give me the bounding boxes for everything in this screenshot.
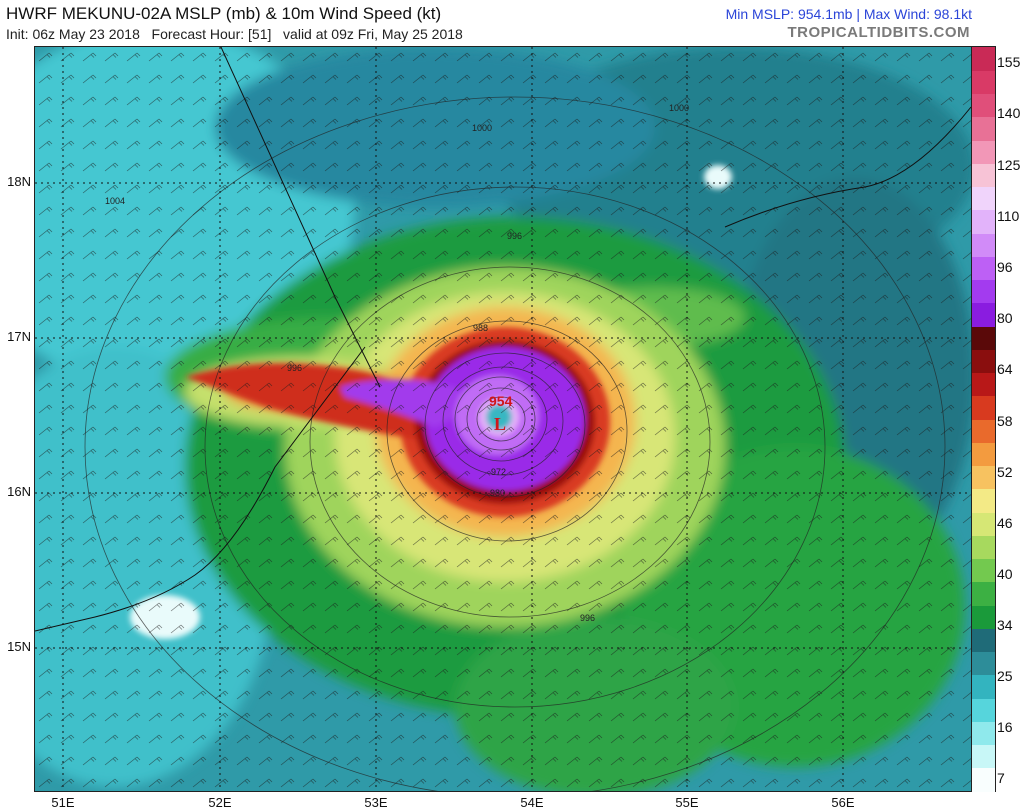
colorbar-tick-label: 155 (997, 54, 1021, 70)
colorbar-swatch (972, 256, 995, 280)
colorbar-swatch (972, 488, 995, 513)
colorbar-swatch (972, 558, 995, 583)
colorbar-tick-label: 34 (997, 617, 1013, 633)
colorbar-swatch (972, 512, 995, 536)
colorbar-swatch (972, 93, 995, 118)
map-title: HWRF MEKUNU-02A MSLP (mb) & 10m Wind Spe… (6, 4, 442, 23)
colorbar-tick-label: 16 (997, 719, 1013, 735)
isobar-label: 996 (287, 363, 302, 373)
colorbar-swatch (972, 116, 995, 141)
colorbar-swatch (972, 605, 995, 629)
isobar-label: 980 (490, 488, 505, 498)
isobar-label: 1004 (105, 196, 125, 206)
colorbar-swatch (972, 372, 995, 397)
colorbar-swatch (972, 186, 995, 211)
isobar-label: 988 (473, 323, 488, 333)
colorbar-swatch (972, 349, 995, 373)
colorbar-swatch (972, 233, 995, 257)
isobars (84, 96, 946, 791)
graticule (35, 47, 971, 791)
init-time: Init: 06z May 23 2018 (6, 26, 140, 42)
lat-label-15n: 15N (7, 639, 31, 654)
lon-label-53e: 53E (364, 795, 388, 810)
lat-label-16n: 16N (7, 484, 31, 499)
colorbar-tick-label: 80 (997, 310, 1013, 326)
isobar-label: 972 (491, 467, 506, 477)
lat-label-17n: 17N (7, 329, 31, 344)
lon-label-56e: 56E (831, 795, 855, 810)
colorbar-tick-label: 52 (997, 464, 1013, 480)
isobar-label: 996 (580, 613, 595, 623)
colorbar-swatch (972, 767, 995, 792)
colorbar-swatch (972, 279, 995, 304)
storm-stats: Min MSLP: 954.1mb | Max Wind: 98.1kt (725, 6, 972, 22)
wind-barbs (35, 47, 971, 791)
colorbar-swatch (972, 47, 995, 71)
colorbar-swatch (972, 698, 995, 722)
colorbar-tick-label: 110 (997, 208, 1020, 224)
forecast-hour: Forecast Hour: [51] (151, 26, 272, 42)
colorbar-swatch (972, 419, 995, 443)
isobar-label: 1000 (472, 123, 492, 133)
lon-label-54e: 54E (520, 795, 544, 810)
header: HWRF MEKUNU-02A MSLP (mb) & 10m Wind Spe… (0, 0, 1024, 46)
colorbar-swatch (972, 744, 995, 769)
colorbar-tick-label: 96 (997, 259, 1013, 275)
coastline (35, 47, 971, 632)
colorbar-swatch (972, 674, 995, 699)
colorbar-swatch (972, 721, 995, 745)
colorbar-swatch (972, 70, 995, 94)
colorbar-swatch (972, 442, 995, 466)
lat-label-18n: 18N (7, 174, 31, 189)
lon-label-51e: 51E (51, 795, 75, 810)
isobar-label-group: 1004 1000 1000 996 996 996 988 972 980 (105, 103, 689, 623)
colorbar-tick-label: 125 (997, 157, 1021, 173)
colorbar-swatch (972, 163, 995, 187)
isobar-label: 1000 (669, 103, 689, 113)
wind-map: 1004 1000 1000 996 996 996 988 972 980 9… (35, 47, 971, 791)
colorbar-tick-label: 25 (997, 668, 1013, 684)
lon-label-55e: 55E (675, 795, 699, 810)
colorbar-swatch (972, 326, 995, 350)
colorbar-tick-label: 64 (997, 361, 1013, 377)
colorbar-tick-label: 58 (997, 413, 1013, 429)
colorbar-swatch (972, 581, 995, 606)
colorbar-tick-label: 40 (997, 566, 1013, 582)
colorbar-swatch (972, 209, 995, 234)
colorbar (971, 46, 996, 792)
lon-label-52e: 52E (208, 795, 232, 810)
min-pressure-label: 954 (489, 393, 513, 409)
colorbar-tick-label: 7 (997, 770, 1005, 786)
low-pressure-marker: L (494, 414, 506, 434)
colorbar-swatch (972, 535, 995, 559)
map-panel: 1004 1000 1000 996 996 996 988 972 980 9… (34, 46, 972, 792)
brand-watermark: TROPICALTIDBITS.COM (787, 24, 970, 41)
colorbar-swatch (972, 302, 995, 327)
colorbar-tick-label: 46 (997, 515, 1013, 531)
colorbar-tick-label: 140 (997, 105, 1021, 121)
valid-time: valid at 09z Fri, May 25 2018 (283, 26, 463, 42)
colorbar-swatch (972, 465, 995, 490)
colorbar-swatch (972, 651, 995, 676)
isobar-label: 996 (507, 231, 522, 241)
colorbar-swatch (972, 628, 995, 652)
map-subtitle: Init: 06z May 23 2018 Forecast Hour: [51… (6, 26, 463, 42)
colorbar-swatch (972, 395, 995, 420)
colorbar-swatch (972, 140, 995, 164)
